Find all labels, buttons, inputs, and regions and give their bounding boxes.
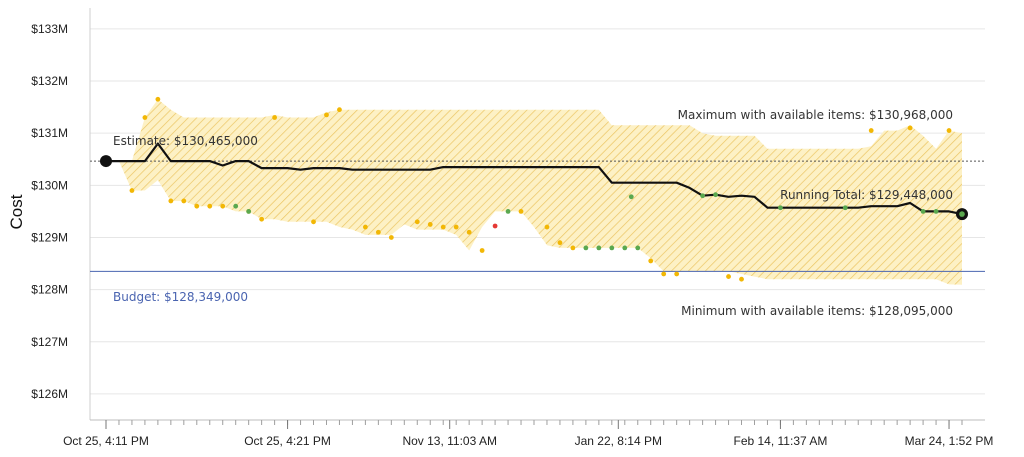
min-item-dot xyxy=(220,203,226,209)
min-item-dot xyxy=(726,274,731,279)
range-band xyxy=(106,99,962,285)
estimate-annotation: Estimate: $130,465,000 xyxy=(113,134,258,148)
item-dots xyxy=(100,96,968,282)
min-item-dot xyxy=(466,229,472,235)
min-item-dot xyxy=(129,188,135,193)
x-tick-label: Nov 13, 11:03 AM xyxy=(402,434,497,448)
x-tick-label: Oct 25, 4:11 PM xyxy=(63,434,149,448)
y-tick-label: $132M xyxy=(31,74,68,88)
min-item-dot xyxy=(311,219,316,225)
y-tick-label: $133M xyxy=(31,22,68,36)
min-item-dot xyxy=(375,229,381,235)
estimate-start-point xyxy=(100,155,112,168)
running-total-end-point-inner xyxy=(959,211,965,217)
min-item-dot xyxy=(674,271,680,277)
maximum-annotation: Maximum with available items: $130,968,0… xyxy=(678,108,953,122)
y-tick-label: $131M xyxy=(31,126,68,140)
running-total-annotation: Running Total: $129,448,000 xyxy=(780,188,953,202)
confirmed-item-dot xyxy=(842,205,848,211)
max-item-dot xyxy=(907,125,913,131)
max-item-dot xyxy=(324,112,329,118)
running-total-line xyxy=(106,142,963,216)
min-item-dot xyxy=(479,248,485,253)
min-item-dot xyxy=(207,203,213,209)
confirmed-item-dot xyxy=(505,208,511,214)
axes: $126M $127M $128M $129M $130M $131M $132M $133M… xyxy=(31,8,993,448)
budget-annotation: Budget: $128,349,000 xyxy=(113,290,248,304)
x-tick-label: Jan 22, 8:14 PM xyxy=(575,434,662,448)
confirmed-item-dot xyxy=(583,245,589,251)
min-item-dot xyxy=(661,271,667,277)
x-tick-label: Oct 25, 4:21 PM xyxy=(244,434,331,448)
confirmed-item-dot xyxy=(713,192,718,198)
y-tick-label: $126M xyxy=(31,387,68,401)
y-axis-label: Cost xyxy=(7,194,26,229)
confirmed-item-dot xyxy=(596,245,602,251)
confirmed-item-dot xyxy=(920,208,926,214)
min-item-dot xyxy=(414,219,420,225)
max-item-dot xyxy=(868,128,874,133)
annotations: Cost Estimate: $130,465,000 Maximum with… xyxy=(7,108,953,318)
y-tick-label: $127M xyxy=(31,335,68,349)
confirmed-item-dot xyxy=(628,194,634,200)
confirmed-item-dot xyxy=(609,245,615,251)
confirmed-item-dot xyxy=(635,245,641,251)
y-tick-label: $128M xyxy=(31,283,68,297)
max-item-dot xyxy=(155,96,161,102)
min-item-dot xyxy=(648,258,654,264)
min-item-dot xyxy=(518,208,524,214)
min-item-dot xyxy=(181,198,187,204)
confirmed-item-dot xyxy=(778,205,783,211)
min-item-dot xyxy=(362,224,368,230)
min-item-dot xyxy=(259,216,265,222)
max-item-dot xyxy=(142,115,148,120)
min-item-dot xyxy=(440,224,446,230)
y-tick-label: $129M xyxy=(31,230,68,244)
min-item-dot xyxy=(739,276,744,282)
min-item-dot xyxy=(427,222,433,227)
min-item-dot xyxy=(557,240,563,246)
min-item-dot xyxy=(194,203,200,209)
y-tick-label: $130M xyxy=(31,178,68,192)
min-item-dot xyxy=(168,198,174,204)
max-item-dot xyxy=(272,115,278,120)
x-tick-label: Feb 14, 11:37 AM xyxy=(734,434,828,448)
max-item-dot xyxy=(946,128,952,133)
confirmed-item-dot xyxy=(622,245,628,251)
min-max-range-band xyxy=(106,99,962,285)
running-total-series xyxy=(106,142,963,216)
min-item-dot xyxy=(453,224,459,230)
min-item-dot xyxy=(570,245,576,251)
confirmed-item-dot xyxy=(700,193,706,199)
alert-item-dot xyxy=(492,223,498,229)
min-item-dot xyxy=(544,224,550,230)
confirmed-item-dot xyxy=(933,208,939,214)
confirmed-item-dot xyxy=(233,203,239,209)
max-item-dot xyxy=(337,107,342,113)
min-item-dot xyxy=(388,235,394,240)
x-tick-label: Mar 24, 1:52 PM xyxy=(905,434,994,448)
confirmed-item-dot xyxy=(246,208,252,214)
minimum-annotation: Minimum with available items: $128,095,0… xyxy=(681,304,953,318)
